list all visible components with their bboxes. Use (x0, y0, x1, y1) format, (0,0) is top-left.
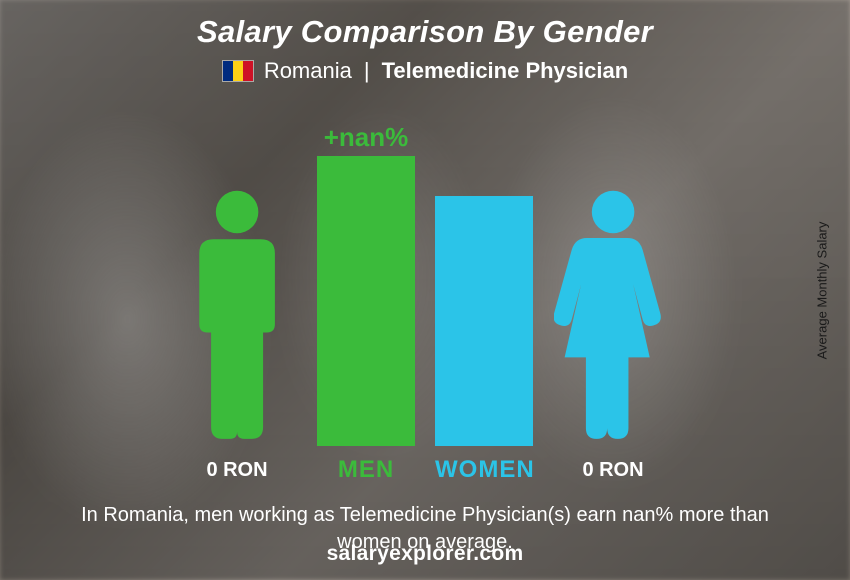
men-label: MEN (317, 456, 415, 484)
woman-icon (553, 186, 673, 446)
country-name: Romania (264, 58, 352, 84)
page-title: Salary Comparison By Gender (0, 0, 850, 50)
footer-attribution: salaryexplorer.com (0, 542, 850, 566)
men-bar-column: +nan% (317, 156, 415, 446)
women-value-label: 0 RON (553, 459, 673, 482)
women-icon-column (553, 186, 673, 446)
women-label: WOMEN (435, 456, 533, 484)
woman-svg (554, 186, 672, 446)
men-icon-column (177, 186, 297, 446)
women-bar-column (435, 196, 533, 446)
flag-stripe-1 (223, 61, 233, 81)
infographic-content: Salary Comparison By Gender Romania | Te… (0, 0, 850, 580)
chart-area: +nan% (105, 106, 745, 446)
y-axis-label: Average Monthly Salary (815, 221, 830, 359)
percent-difference-label: +nan% (324, 122, 409, 153)
separator: | (364, 58, 370, 84)
flag-icon (222, 60, 254, 82)
man-icon (177, 186, 297, 446)
subtitle-row: Romania | Telemedicine Physician (0, 58, 850, 84)
job-title: Telemedicine Physician (382, 58, 629, 84)
flag-stripe-3 (243, 61, 253, 81)
y-axis-label-wrap: Average Monthly Salary (812, 0, 832, 580)
man-svg (178, 186, 296, 446)
men-bar: +nan% (317, 156, 415, 446)
labels-row: 0 RON MEN WOMEN 0 RON (105, 456, 745, 484)
flag-stripe-2 (233, 61, 243, 81)
men-value-label: 0 RON (177, 459, 297, 482)
women-bar (435, 196, 533, 446)
